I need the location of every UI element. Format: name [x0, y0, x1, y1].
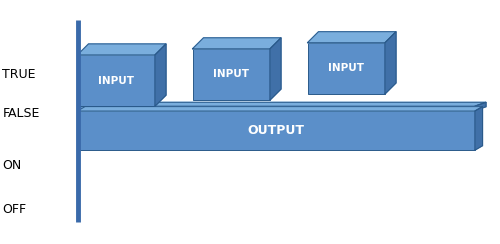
Text: ON: ON — [2, 159, 22, 173]
Bar — [78, 106, 475, 111]
Text: INPUT: INPUT — [213, 70, 249, 79]
Polygon shape — [155, 44, 166, 106]
Polygon shape — [385, 32, 396, 94]
Polygon shape — [475, 107, 482, 150]
Polygon shape — [192, 38, 281, 49]
Polygon shape — [308, 32, 396, 43]
Text: INPUT: INPUT — [98, 76, 134, 85]
Polygon shape — [475, 102, 486, 111]
Bar — [192, 49, 270, 100]
Bar — [78, 111, 475, 150]
Text: FALSE: FALSE — [2, 107, 40, 120]
Polygon shape — [78, 44, 166, 55]
Text: OFF: OFF — [2, 203, 26, 216]
Text: INPUT: INPUT — [328, 63, 364, 73]
Polygon shape — [78, 107, 482, 111]
Bar — [308, 43, 385, 94]
Text: TRUE: TRUE — [2, 68, 36, 81]
Polygon shape — [78, 102, 486, 106]
Bar — [78, 55, 155, 106]
Polygon shape — [270, 38, 281, 100]
Text: OUTPUT: OUTPUT — [248, 124, 305, 137]
